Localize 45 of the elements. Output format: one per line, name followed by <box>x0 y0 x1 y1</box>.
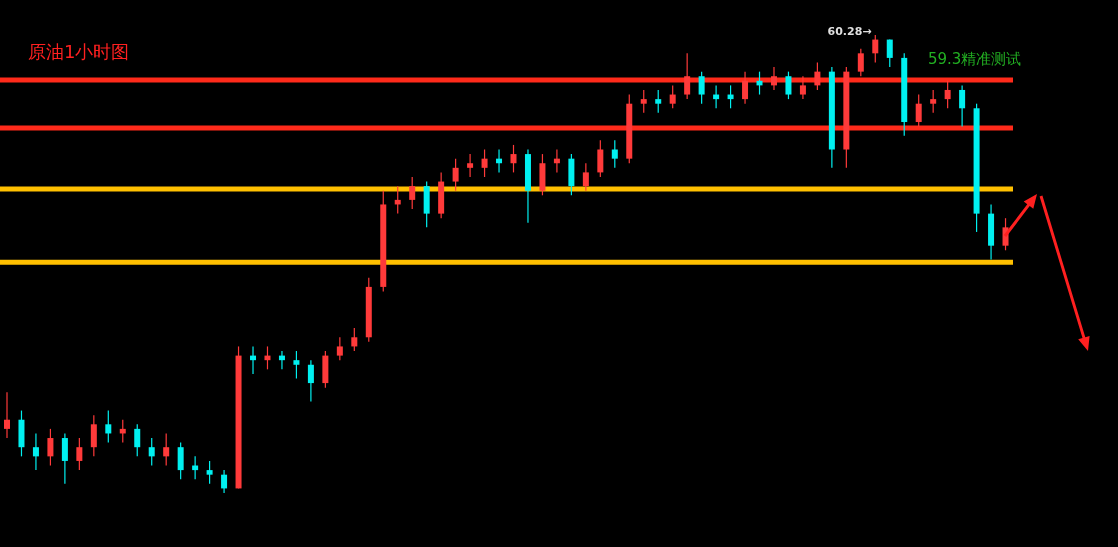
candlestick <box>510 144 517 173</box>
candlestick <box>814 61 821 91</box>
candlestick <box>47 428 54 467</box>
candlestick <box>90 414 97 457</box>
annotation: 59.3精准测试 <box>928 50 1022 69</box>
chart-title: 原油1小时图 <box>28 40 130 64</box>
candlestick <box>611 139 618 169</box>
candlestick <box>61 432 68 485</box>
candlestick <box>597 139 604 178</box>
annotation: 60.28→ <box>827 25 872 38</box>
candlestick <box>915 93 922 128</box>
candlestick <box>582 162 589 192</box>
candlestick <box>857 48 864 77</box>
candlestick <box>655 89 662 114</box>
candlestick <box>4 391 10 439</box>
candlestick <box>177 442 184 480</box>
candlestick <box>770 66 777 91</box>
candlestick <box>785 71 792 100</box>
candlestick <box>351 327 358 352</box>
candlestick <box>684 52 691 100</box>
candlestick <box>452 158 459 192</box>
candlestick <box>872 35 879 64</box>
candlestick <box>221 469 228 493</box>
candlestick <box>409 176 416 210</box>
candlestick <box>32 432 39 471</box>
candlestick <box>76 437 83 471</box>
candlestick <box>134 423 141 457</box>
candlestick <box>467 153 474 178</box>
candlestick <box>206 460 213 485</box>
candlestick <box>959 84 966 128</box>
candlestick <box>930 89 937 114</box>
candlestick <box>307 359 314 402</box>
candlestick <box>742 71 749 105</box>
candlestick <box>336 336 343 361</box>
candlestick <box>163 432 170 467</box>
candlestick <box>944 80 951 109</box>
candlestick <box>148 437 155 467</box>
candlestick <box>799 75 806 100</box>
candlestick <box>669 84 676 109</box>
candlestick <box>886 38 893 68</box>
candlestick <box>293 350 300 380</box>
candlestick <box>481 148 488 178</box>
candlestick <box>698 71 705 105</box>
candlestick <box>105 409 112 444</box>
candlestick <box>640 89 647 114</box>
